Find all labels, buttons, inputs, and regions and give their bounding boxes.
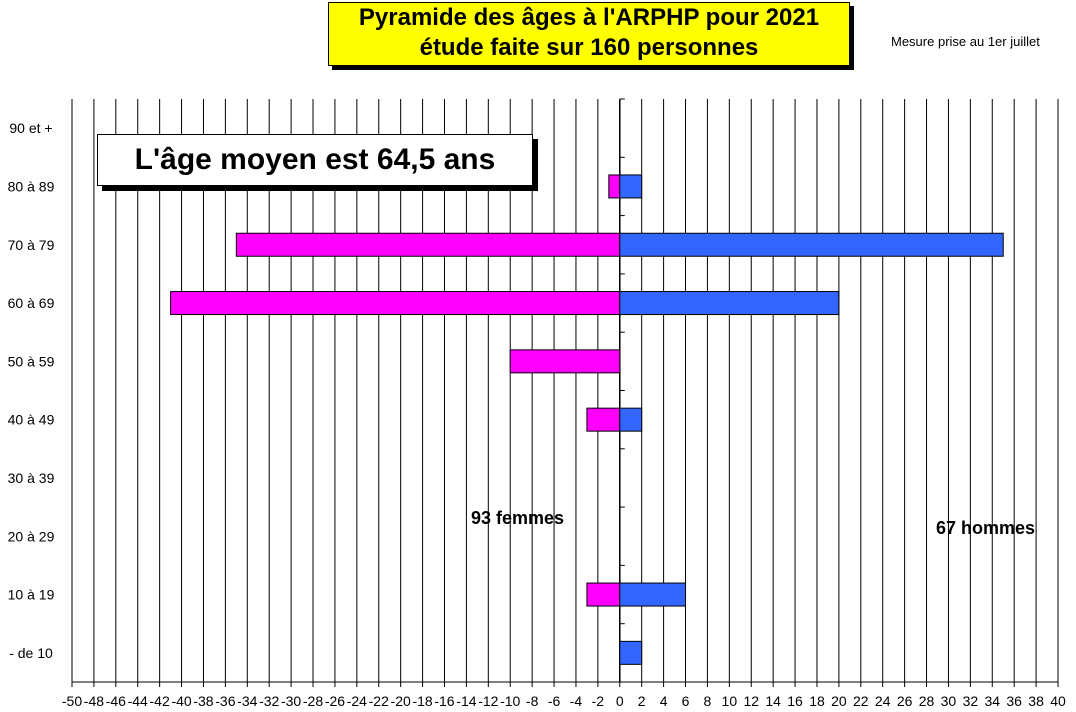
x-tick-label: -12 — [478, 693, 498, 709]
x-tick-label: 30 — [941, 693, 957, 709]
x-tick-label: -22 — [369, 693, 389, 709]
y-tick-label: 50 à 59 — [8, 353, 55, 369]
men-total-label: 67 hommes — [936, 518, 1036, 538]
x-tick-label: -34 — [237, 693, 257, 709]
bar — [619, 291, 840, 316]
y-tick-label: 70 à 79 — [8, 237, 55, 253]
y-tick-label: 90 et + — [9, 120, 52, 136]
x-tick-label: -40 — [171, 693, 191, 709]
x-tick-label: 16 — [787, 693, 803, 709]
x-tick-label: -10 — [500, 693, 520, 709]
x-tick-label: -26 — [325, 693, 345, 709]
x-tick-label: -42 — [150, 693, 170, 709]
x-tick-label: 28 — [919, 693, 935, 709]
chart-bars — [170, 174, 1004, 665]
measure-note: Mesure prise au 1er juillet — [891, 34, 1040, 49]
average-age-label: L'âge moyen est 64,5 ans — [97, 134, 533, 186]
x-tick-labels: -50 -48 -46 -44 -42 -40 -38 -36 -34 -32 -30 -28 -26-… — [62, 693, 1066, 709]
x-tick-label: 22 — [853, 693, 869, 709]
chart-title-line2: étude faite sur 160 personnes — [419, 34, 759, 61]
x-tick-label: -6 — [548, 693, 561, 709]
x-tick-label: 34 — [984, 693, 1000, 709]
chart-title-box: Pyramide des âges à l'ARPHP pour 2021 ét… — [328, 2, 850, 66]
x-tick-label: 32 — [963, 693, 979, 709]
x-tick-label: -2 — [592, 693, 605, 709]
x-tick-label: -44 — [128, 693, 148, 709]
vertical-gridlines — [71, 99, 1059, 682]
bar — [170, 291, 621, 316]
x-tick-label: -14 — [456, 693, 476, 709]
x-tick-label: -8 — [526, 693, 539, 709]
y-tick-label: 10 à 19 — [8, 587, 55, 603]
x-tick-label: 2 — [638, 693, 646, 709]
x-tick-label: -16 — [434, 693, 454, 709]
x-tick-label: -28 — [303, 693, 323, 709]
x-tick-label: 10 — [722, 693, 738, 709]
y-tick-label: 30 à 39 — [8, 470, 55, 486]
bar — [608, 174, 621, 199]
y-tick-label: 40 à 49 — [8, 412, 55, 428]
x-tick-label: -46 — [106, 693, 126, 709]
x-tick-label: -48 — [84, 693, 104, 709]
x-tick-label: -50 — [62, 693, 82, 709]
bar — [509, 349, 621, 374]
bar — [619, 407, 643, 432]
x-tick-label: 4 — [660, 693, 668, 709]
x-tick-label: 14 — [765, 693, 781, 709]
bar — [235, 232, 621, 257]
x-tick-label: 26 — [897, 693, 913, 709]
y-tick-label: 60 à 69 — [8, 295, 55, 311]
women-total-label: 93 femmes — [471, 508, 565, 528]
y-tick-label: 80 à 89 — [8, 178, 55, 194]
bar — [619, 232, 1004, 257]
bar — [619, 174, 643, 199]
x-tick-label: 0 — [616, 693, 624, 709]
x-tick-label: 38 — [1028, 693, 1044, 709]
x-tick-label: -20 — [391, 693, 411, 709]
bar — [619, 582, 687, 607]
x-tick-label: -18 — [412, 693, 432, 709]
x-tick-label: 12 — [743, 693, 759, 709]
bar — [619, 640, 643, 665]
chart-axes — [71, 98, 1059, 687]
x-tick-label: 6 — [682, 693, 690, 709]
x-tick-label: 20 — [831, 693, 847, 709]
y-tick-label: 20 à 29 — [8, 528, 55, 544]
bar — [586, 407, 621, 432]
x-tick-label: -32 — [259, 693, 279, 709]
x-tick-label: 18 — [809, 693, 825, 709]
x-tick-label: 24 — [875, 693, 891, 709]
x-tick-label: 36 — [1006, 693, 1022, 709]
x-tick-label: -24 — [347, 693, 367, 709]
x-tick-label: 8 — [704, 693, 712, 709]
chart-title-line1: Pyramide des âges à l'ARPHP pour 2021 — [358, 4, 820, 31]
x-tick-label: 40 — [1050, 693, 1066, 709]
x-tick-label: -30 — [281, 693, 301, 709]
bar — [586, 582, 621, 607]
x-tick-label: -38 — [193, 693, 213, 709]
x-tick-label: -4 — [570, 693, 583, 709]
y-tick-labels: 90 et + 80 à 89 70 à 79 60 à 69 50 à 59 40 à … — [8, 120, 55, 661]
x-tick-label: -36 — [215, 693, 235, 709]
y-tick-label: - de 10 — [9, 645, 53, 661]
